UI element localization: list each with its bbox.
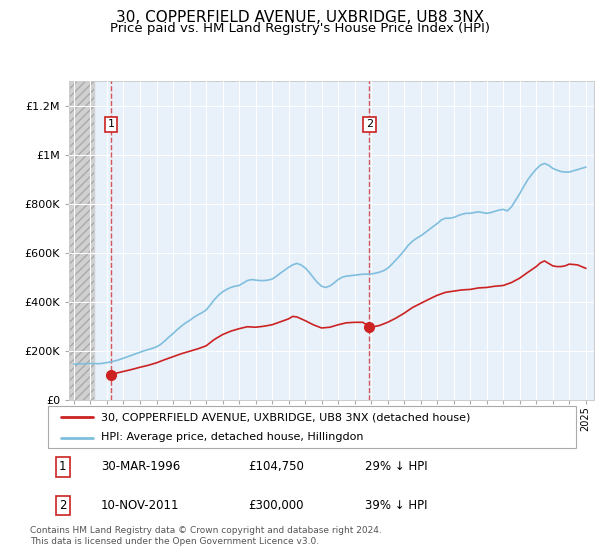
Text: 10-NOV-2011: 10-NOV-2011 [101, 499, 179, 512]
Text: 2: 2 [59, 499, 67, 512]
Text: 30-MAR-1996: 30-MAR-1996 [101, 460, 180, 473]
Text: Price paid vs. HM Land Registry's House Price Index (HPI): Price paid vs. HM Land Registry's House … [110, 22, 490, 35]
Text: £104,750: £104,750 [248, 460, 305, 473]
Text: Contains HM Land Registry data © Crown copyright and database right 2024.
This d: Contains HM Land Registry data © Crown c… [30, 526, 382, 546]
Text: 30, COPPERFIELD AVENUE, UXBRIDGE, UB8 3NX (detached house): 30, COPPERFIELD AVENUE, UXBRIDGE, UB8 3N… [101, 412, 470, 422]
Text: HPI: Average price, detached house, Hillingdon: HPI: Average price, detached house, Hill… [101, 432, 364, 442]
Text: 29% ↓ HPI: 29% ↓ HPI [365, 460, 427, 473]
Text: 2: 2 [366, 119, 373, 129]
Text: £300,000: £300,000 [248, 499, 304, 512]
Text: 39% ↓ HPI: 39% ↓ HPI [365, 499, 427, 512]
Text: 30, COPPERFIELD AVENUE, UXBRIDGE, UB8 3NX: 30, COPPERFIELD AVENUE, UXBRIDGE, UB8 3N… [116, 10, 484, 25]
FancyBboxPatch shape [48, 406, 576, 448]
Text: 1: 1 [107, 119, 115, 129]
Bar [69, 81, 94, 400]
Bar [69, 81, 94, 400]
Text: 1: 1 [59, 460, 67, 473]
